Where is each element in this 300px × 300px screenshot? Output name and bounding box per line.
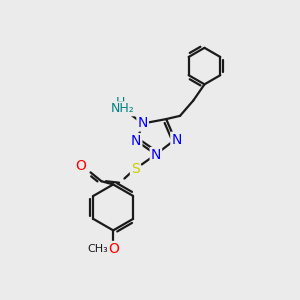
Text: N: N [171, 133, 182, 147]
Text: O: O [75, 160, 86, 173]
Text: N: N [151, 148, 161, 162]
Text: N: N [131, 134, 141, 148]
Text: S: S [131, 161, 140, 176]
Text: NH₂: NH₂ [111, 102, 135, 115]
Text: N: N [137, 116, 148, 130]
Text: O: O [108, 242, 118, 256]
Text: H: H [115, 95, 125, 109]
Text: CH₃: CH₃ [88, 244, 108, 254]
